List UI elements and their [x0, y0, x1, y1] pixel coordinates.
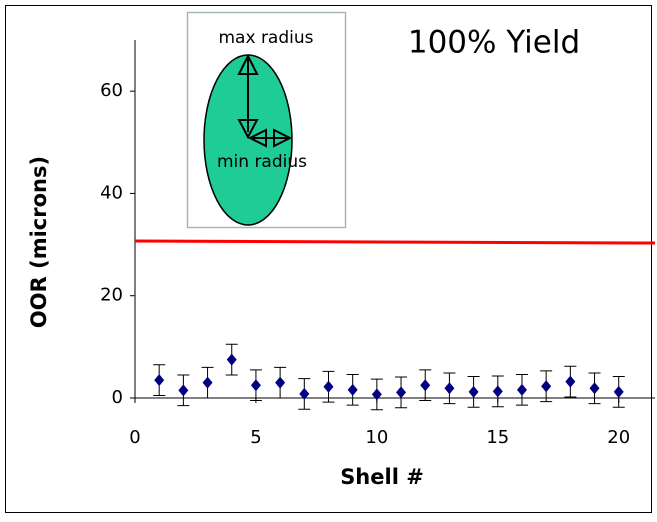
chart-title: 100% Yield	[408, 25, 580, 61]
chart: max radius min radius 100% Yield Shell #…	[0, 0, 657, 518]
inset-diagram: max radius min radius	[188, 13, 346, 228]
y-tick-label: 40	[100, 182, 123, 203]
reference-line	[135, 241, 655, 243]
x-tick-label: 10	[365, 427, 388, 448]
y-tick-label: 20	[100, 285, 123, 306]
x-tick-label: 15	[486, 427, 509, 448]
y-tick-label: 0	[112, 387, 123, 408]
annotation: min radius	[217, 152, 307, 172]
x-tick-label: 0	[129, 427, 140, 448]
y-axis-title: OOR (microns)	[27, 156, 51, 328]
x-tick-label: 20	[607, 427, 630, 448]
x-tick-label: 5	[250, 427, 261, 448]
y-tick-label: 60	[100, 80, 123, 101]
x-axis-title: Shell #	[340, 465, 424, 489]
annotation: max radius	[219, 28, 314, 48]
